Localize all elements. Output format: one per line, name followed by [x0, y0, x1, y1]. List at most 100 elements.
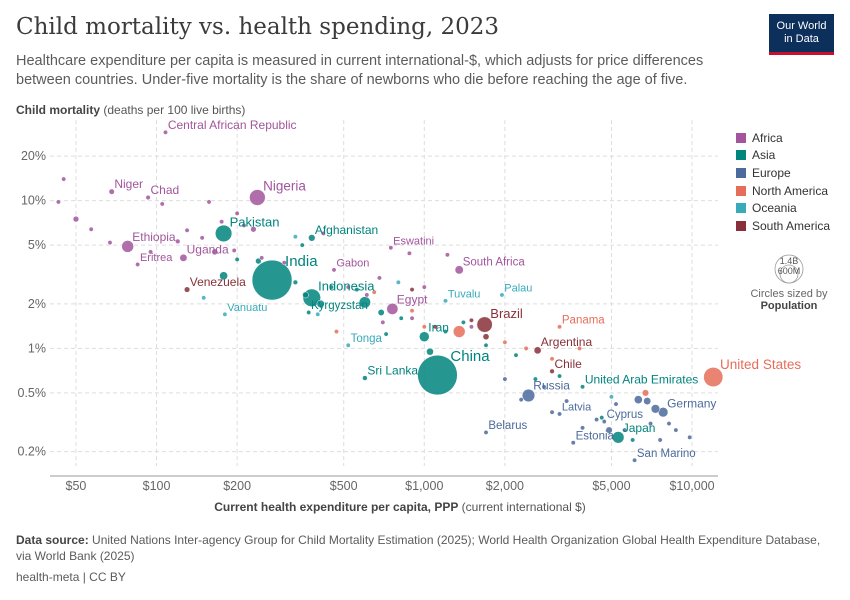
data-point[interactable] [249, 189, 266, 206]
data-point[interactable] [499, 292, 505, 298]
data-point[interactable] [532, 376, 538, 382]
legend-item[interactable]: Africa [736, 129, 830, 147]
data-point[interactable] [443, 329, 448, 335]
data-point[interactable] [135, 261, 141, 267]
data-point[interactable] [163, 129, 168, 135]
data-point[interactable] [377, 309, 385, 316]
data-point[interactable] [281, 260, 287, 266]
data-point[interactable] [299, 242, 305, 248]
data-point[interactable] [345, 284, 351, 290]
data-point[interactable] [354, 287, 360, 293]
data-point[interactable] [580, 425, 586, 431]
data-point[interactable] [444, 252, 450, 258]
data-point[interactable] [643, 397, 652, 405]
data-point[interactable] [206, 199, 212, 205]
data-point[interactable] [320, 230, 326, 236]
data-point[interactable] [666, 421, 672, 427]
data-point[interactable] [570, 440, 576, 446]
data-point[interactable] [409, 287, 415, 293]
data-point[interactable] [549, 356, 555, 362]
data-point[interactable] [650, 404, 661, 414]
data-point[interactable] [557, 411, 563, 417]
data-point[interactable] [521, 388, 536, 403]
data-point[interactable] [703, 367, 724, 387]
data-point[interactable] [476, 316, 493, 333]
data-point[interactable] [222, 311, 228, 317]
data-point[interactable] [362, 375, 368, 381]
data-point[interactable] [648, 421, 654, 427]
source-text[interactable]: United Nations Inter-agency Group for Ch… [16, 533, 821, 563]
data-point[interactable] [468, 324, 474, 330]
data-point[interactable] [241, 222, 247, 228]
data-point[interactable] [199, 235, 205, 241]
data-point[interactable] [612, 431, 625, 444]
data-point[interactable] [594, 417, 600, 422]
data-point[interactable] [641, 389, 650, 397]
data-point[interactable] [316, 299, 325, 308]
data-point[interactable] [549, 409, 555, 415]
data-point[interactable] [179, 253, 188, 262]
data-point[interactable] [549, 368, 555, 374]
data-point[interactable] [292, 279, 298, 285]
data-point[interactable] [328, 284, 334, 290]
data-point[interactable] [541, 384, 547, 390]
data-point[interactable] [599, 415, 605, 421]
data-point[interactable] [371, 289, 377, 295]
data-point[interactable] [231, 248, 237, 253]
data-point[interactable] [622, 427, 628, 433]
data-point[interactable] [159, 201, 165, 207]
legend[interactable]: Africa Asia Europe North America Oceania Sout… [736, 129, 830, 235]
data-point[interactable] [175, 238, 181, 244]
data-point[interactable] [513, 352, 519, 358]
data-point[interactable] [406, 250, 412, 256]
data-point[interactable] [364, 292, 370, 298]
data-point[interactable] [580, 384, 586, 390]
data-point[interactable] [306, 310, 312, 315]
data-point[interactable] [409, 308, 415, 314]
data-point[interactable] [388, 245, 394, 251]
data-point[interactable] [386, 303, 399, 315]
data-point[interactable] [88, 226, 94, 232]
data-points[interactable] [55, 129, 724, 463]
data-point[interactable] [107, 240, 113, 246]
data-point[interactable] [454, 265, 464, 275]
data-point[interactable] [308, 234, 316, 242]
data-point[interactable] [148, 249, 154, 255]
data-point[interactable] [468, 317, 474, 323]
data-point[interactable] [250, 226, 257, 233]
data-point[interactable] [557, 373, 563, 379]
data-point[interactable] [523, 345, 529, 351]
data-point[interactable] [72, 215, 80, 223]
legend-item[interactable]: North America [736, 182, 830, 200]
data-point[interactable] [502, 339, 508, 345]
data-point[interactable] [609, 394, 614, 400]
data-point[interactable] [211, 248, 219, 256]
data-point[interactable] [334, 329, 339, 335]
legend-item[interactable]: Oceania [736, 199, 830, 217]
owid-logo[interactable]: Our World in Data [769, 14, 834, 55]
data-point[interactable] [145, 194, 151, 201]
data-point[interactable] [630, 437, 636, 443]
data-point[interactable] [383, 331, 389, 337]
data-point[interactable] [201, 295, 207, 301]
data-point[interactable] [577, 345, 582, 351]
data-point[interactable] [613, 401, 619, 407]
data-point[interactable] [108, 188, 115, 195]
data-point[interactable] [61, 176, 67, 182]
data-point[interactable] [219, 219, 225, 225]
data-point[interactable] [255, 257, 262, 265]
data-point[interactable] [234, 256, 240, 262]
data-point[interactable] [482, 333, 490, 341]
data-point[interactable] [601, 419, 607, 424]
data-point[interactable] [219, 271, 228, 281]
data-point[interactable] [533, 346, 542, 355]
data-point[interactable] [421, 324, 427, 330]
data-point[interactable] [184, 286, 191, 293]
data-point[interactable] [331, 267, 337, 273]
data-point[interactable] [483, 342, 489, 348]
data-point[interactable] [259, 255, 265, 261]
data-point[interactable] [432, 324, 438, 330]
data-point[interactable] [345, 342, 351, 348]
data-point[interactable] [184, 227, 190, 233]
data-point[interactable] [315, 311, 321, 317]
